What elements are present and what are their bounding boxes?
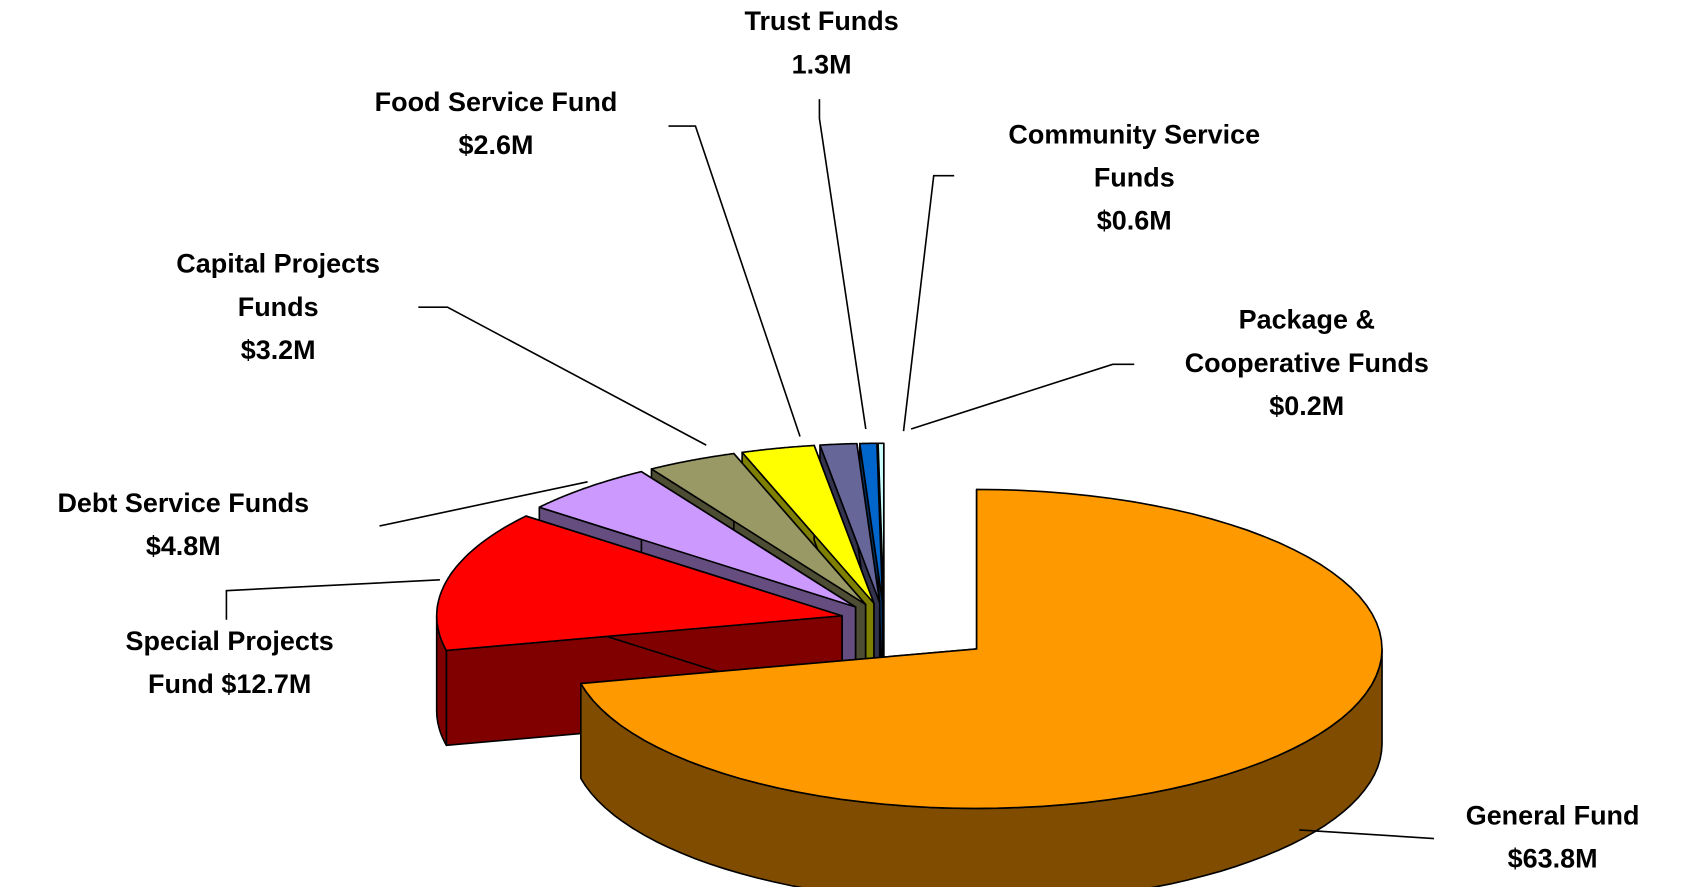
category-label: Special Projects Fund <box>125 626 334 700</box>
value-label: $0.6M <box>1096 205 1172 237</box>
category-label: Community Service Funds <box>1008 119 1261 193</box>
slice-label: Food Service Fund $2.6M <box>318 81 674 167</box>
slice-top <box>819 442 881 604</box>
category-label: Package & Cooperative Funds <box>1184 305 1429 379</box>
value-label: $63.8M <box>1507 843 1598 875</box>
slice-top <box>435 515 843 652</box>
slice-top <box>858 442 884 604</box>
slice-top <box>538 470 857 608</box>
value-label: $3.2M <box>240 335 316 366</box>
leader-line <box>902 174 955 432</box>
category-label: Debt Service Funds <box>57 488 310 519</box>
slice-label: Special Projects Fund $12.7M <box>100 620 359 706</box>
leader-line <box>225 579 440 620</box>
slice-top <box>580 488 1383 810</box>
value-label: $12.7M <box>221 669 312 700</box>
slice-label: General Fund $63.8M <box>1423 794 1682 880</box>
slice-label: Trust Funds 1.3M <box>714 0 930 86</box>
slice-label: Capital Projects Funds $3.2M <box>154 243 402 372</box>
slice-label: Community Service Funds $0.6M <box>994 113 1274 242</box>
category-label: Trust Funds <box>744 6 899 37</box>
leader-line <box>818 99 867 430</box>
slice-label: Debt Service Funds $4.8M <box>5 482 361 568</box>
leader-line <box>910 363 1135 430</box>
value-label: $4.8M <box>145 531 221 562</box>
leader-line <box>418 306 707 446</box>
leader-line <box>1299 829 1435 840</box>
category-label: Capital Projects Funds <box>176 248 381 323</box>
leader-line <box>668 125 801 437</box>
slice-label: Package & Cooperative Funds $0.2M <box>1169 299 1444 428</box>
value-label: $2.6M <box>458 130 534 161</box>
leader-line <box>379 480 588 527</box>
slice-top <box>741 444 875 605</box>
category-label: Food Service Fund <box>374 87 618 118</box>
value-label: 1.3M <box>791 49 852 80</box>
category-label: General Fund <box>1465 800 1640 831</box>
slice-top <box>877 442 885 604</box>
value-label: $0.2M <box>1269 391 1345 422</box>
slice-top <box>650 452 867 606</box>
